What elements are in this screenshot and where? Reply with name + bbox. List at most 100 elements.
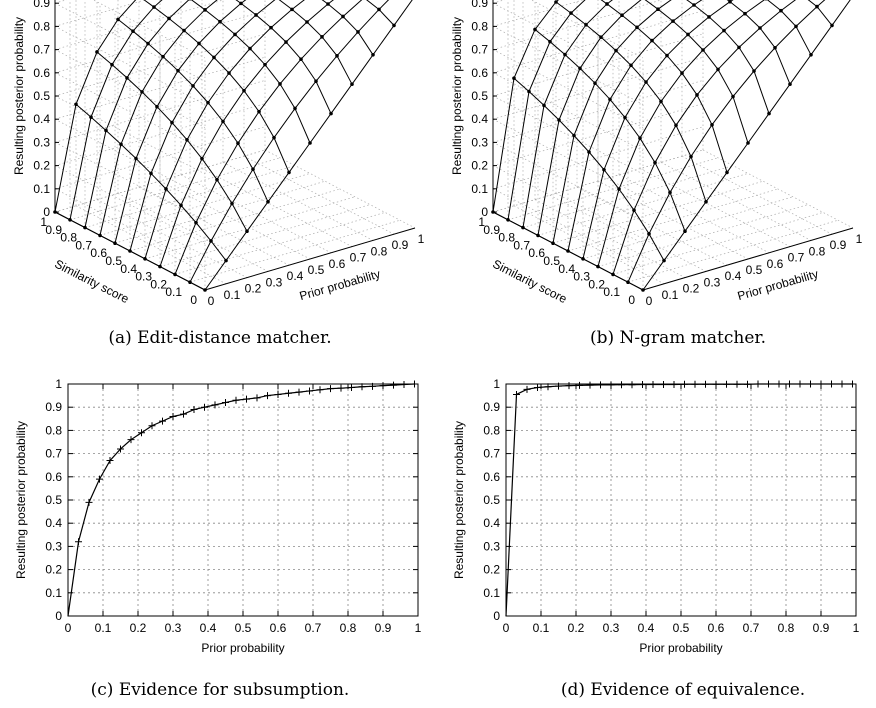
data-point-marker: [337, 384, 345, 392]
surface-data-point: [581, 257, 585, 261]
data-point-marker: [765, 380, 772, 388]
surface-data-point: [587, 150, 591, 154]
similarity-tick-label: 0.2: [588, 277, 605, 291]
surface-data-point: [125, 76, 129, 80]
surface-data-point: [707, 15, 711, 19]
prior-tick-label: 0.3: [266, 275, 283, 289]
x-tick-label: 0.4: [638, 621, 655, 635]
surface-data-point: [623, 115, 627, 120]
data-point-marker: [565, 382, 573, 390]
surface-data-point: [203, 288, 207, 292]
prior-tick-label: 0.2: [683, 282, 700, 296]
y-tick-label: 0.5: [45, 493, 62, 507]
x-tick-label: 0: [65, 621, 72, 635]
surface-data-point: [830, 23, 834, 28]
surface-data-point: [104, 128, 108, 133]
surface-data-point: [731, 94, 735, 99]
surface-data-point: [767, 111, 771, 116]
data-point-marker: [85, 498, 93, 506]
surface-data-point: [128, 249, 132, 253]
surface-data-point: [737, 45, 741, 50]
surface-data-point: [269, 25, 273, 30]
data-point-marker: [180, 410, 187, 418]
surface-data-point: [596, 264, 600, 269]
side-wall-grid: [54, 49, 206, 128]
data-point-marker: [670, 380, 678, 388]
floor-grid: [618, 174, 770, 254]
surface-data-point: [611, 272, 615, 277]
prior-tick-label: 0.8: [809, 244, 826, 258]
x-tick-label: 0: [503, 621, 510, 635]
surface-data-point: [233, 32, 237, 37]
surface-data-point: [593, 81, 597, 85]
data-point-marker: [138, 429, 145, 437]
x-tick-label: 0.7: [305, 621, 322, 635]
floor-grid: [522, 165, 734, 228]
surface-data-point: [641, 288, 645, 292]
floor-grid: [576, 186, 728, 266]
similarity-tick-label: 0.8: [60, 231, 77, 245]
surface-data-point: [245, 229, 249, 233]
surface-data-point: [695, 93, 699, 97]
z-tick-label: 0.7: [33, 43, 50, 57]
y-axis-label: Resulting posterior probability: [14, 421, 28, 579]
z-tick-label: 0: [481, 205, 488, 219]
surface-data-point: [350, 82, 354, 86]
surface-data-point: [272, 135, 276, 140]
data-point-marker: [400, 380, 408, 388]
z-tick-label: 0.5: [471, 89, 488, 103]
surface-data-point: [197, 41, 201, 46]
surface-data-point: [722, 28, 726, 33]
data-point-marker: [316, 386, 324, 394]
surface-data-point: [200, 156, 204, 161]
z-tick-label: 0: [43, 205, 50, 219]
similarity-tick-label: 0.1: [603, 285, 620, 299]
surface-data-point: [614, 48, 618, 53]
data-point-marker: [586, 381, 594, 389]
data-point-marker: [807, 380, 814, 388]
floor-grid: [180, 174, 332, 254]
side-wall-grid: [530, 0, 644, 59]
surface-data-point: [626, 280, 630, 285]
surface-data-point: [335, 54, 339, 58]
floor-grid: [96, 199, 248, 278]
surface-data-point: [119, 142, 123, 147]
data-point-marker: [534, 383, 541, 391]
surface-data-point: [254, 13, 258, 17]
surface-mesh-line: [627, 0, 826, 283]
surface-mesh-line: [69, 0, 163, 220]
data-point-marker: [828, 380, 835, 388]
side-wall-grid: [492, 26, 644, 105]
surface-mesh-line: [143, 0, 290, 173]
data-point-marker: [379, 382, 387, 390]
y-tick-label: 0.3: [45, 539, 62, 553]
data-point-marker: [295, 388, 303, 396]
z-axis-label: Resulting posterior probability: [450, 17, 464, 175]
similarity-tick-label: 0.5: [105, 254, 122, 268]
surface-data-point: [134, 156, 138, 161]
surface-data-point: [656, 7, 660, 11]
surface-data-point: [680, 71, 684, 75]
similarity-tick-label: 0.6: [90, 246, 107, 260]
data-point-marker: [849, 380, 856, 388]
similarity-tick-label: 0.3: [135, 270, 152, 284]
surface-data-point: [779, 8, 783, 13]
x-tick-label: 0.6: [270, 621, 287, 635]
surface-mesh-line: [555, 1, 707, 202]
similarity-tick-label: 0.8: [498, 231, 515, 245]
data-point-marker: [285, 389, 292, 397]
y-tick-label: 0.3: [483, 539, 500, 553]
surface-data-point: [185, 138, 189, 142]
surface-data-point: [188, 280, 192, 285]
surface-data-point: [725, 170, 729, 175]
surface-data-point: [179, 203, 183, 208]
z-tick-label: 0.8: [33, 19, 50, 33]
surface-data-point: [290, 7, 294, 12]
prior-tick-label: 0.7: [350, 251, 367, 265]
line-plot-c: 0 0.1 0.2 0.3 0.4 0.5 0.6 0.7 0.8 0.9 1 0 0.1 0.2 0.3 0…: [14, 377, 422, 655]
surface-mesh-line: [235, 0, 332, 114]
data-point-marker: [243, 395, 250, 403]
surface-data-point: [644, 80, 648, 84]
x-tick-label: 1: [853, 621, 860, 635]
data-point-marker: [201, 403, 208, 411]
